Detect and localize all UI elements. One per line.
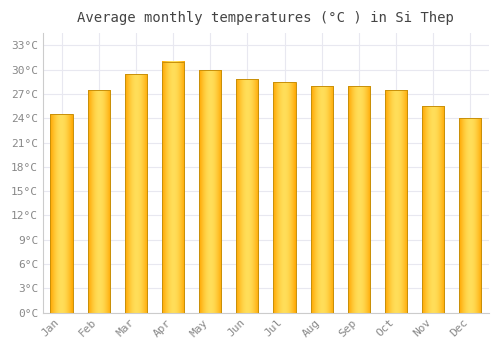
- Bar: [385, 90, 407, 313]
- Bar: [236, 79, 258, 313]
- Bar: [88, 90, 110, 313]
- Bar: [310, 86, 333, 313]
- Bar: [162, 62, 184, 313]
- Title: Average monthly temperatures (°C ) in Si Thep: Average monthly temperatures (°C ) in Si…: [78, 11, 454, 25]
- Bar: [124, 74, 147, 313]
- Bar: [459, 118, 481, 313]
- Bar: [422, 106, 444, 313]
- Bar: [50, 114, 72, 313]
- Bar: [199, 70, 222, 313]
- Bar: [274, 82, 295, 313]
- Bar: [348, 86, 370, 313]
